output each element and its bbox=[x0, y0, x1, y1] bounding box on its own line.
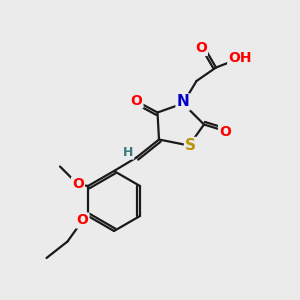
Text: O: O bbox=[76, 214, 88, 227]
Text: O: O bbox=[130, 94, 142, 107]
Text: H: H bbox=[123, 146, 133, 159]
Text: O: O bbox=[219, 125, 231, 139]
Text: N: N bbox=[177, 94, 189, 110]
Text: S: S bbox=[185, 138, 196, 153]
Text: O: O bbox=[195, 41, 207, 55]
Text: O: O bbox=[72, 178, 84, 191]
Text: OH: OH bbox=[228, 52, 252, 65]
